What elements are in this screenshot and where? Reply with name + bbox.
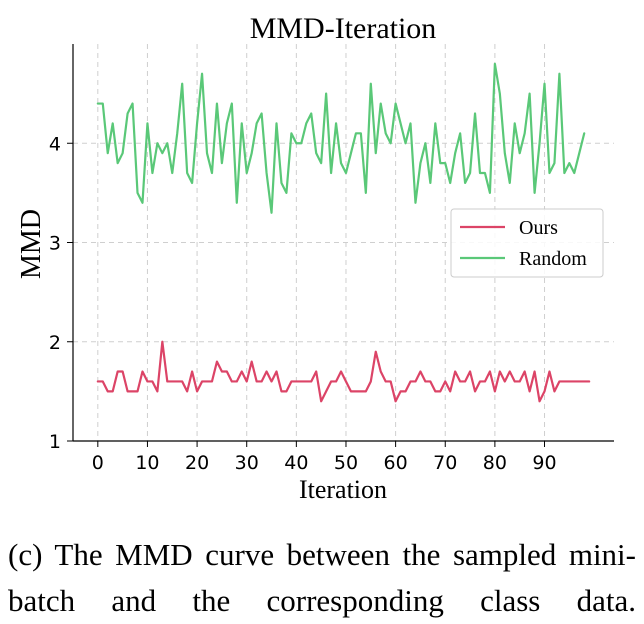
- chart-title: MMD-Iteration: [250, 12, 437, 45]
- x-tick-label: 50: [334, 452, 358, 474]
- y-tick-label: 1: [49, 431, 61, 453]
- x-tick-label: 60: [384, 452, 408, 474]
- x-tick-label: 30: [235, 452, 259, 474]
- x-tick-label: 70: [433, 452, 457, 474]
- x-tick-label: 20: [185, 452, 209, 474]
- mmd-chart: 0 10 20 30 40 50 60 70 80 90 1 2 3 4 MMD-Iteration It…: [16, 12, 614, 504]
- x-tick-label: 90: [532, 452, 556, 474]
- grid-lines: [73, 44, 614, 442]
- legend: Ours Random: [450, 208, 604, 278]
- figure-caption: (c) The MMD curve between the sampled mi…: [8, 537, 636, 618]
- x-axis-label: Iteration: [299, 475, 387, 504]
- series-random-line: [96, 62, 586, 214]
- y-tick-label: 3: [49, 233, 61, 255]
- x-tick-label: 0: [92, 452, 104, 474]
- y-tick-label: 4: [49, 133, 61, 155]
- x-tick-label: 40: [284, 452, 308, 474]
- legend-random-label: Random: [519, 248, 587, 270]
- series-ours-line: [96, 340, 591, 403]
- axes: [67, 44, 614, 447]
- y-tick-label: 2: [49, 332, 61, 354]
- tick-labels: 0 10 20 30 40 50 60 70 80 90 1 2 3 4: [49, 133, 557, 474]
- x-tick-label: 80: [483, 452, 507, 474]
- x-tick-label: 10: [135, 452, 159, 474]
- legend-ours-label: Ours: [519, 217, 558, 239]
- y-axis-label: MMD: [16, 209, 47, 279]
- series-lines: [96, 62, 591, 403]
